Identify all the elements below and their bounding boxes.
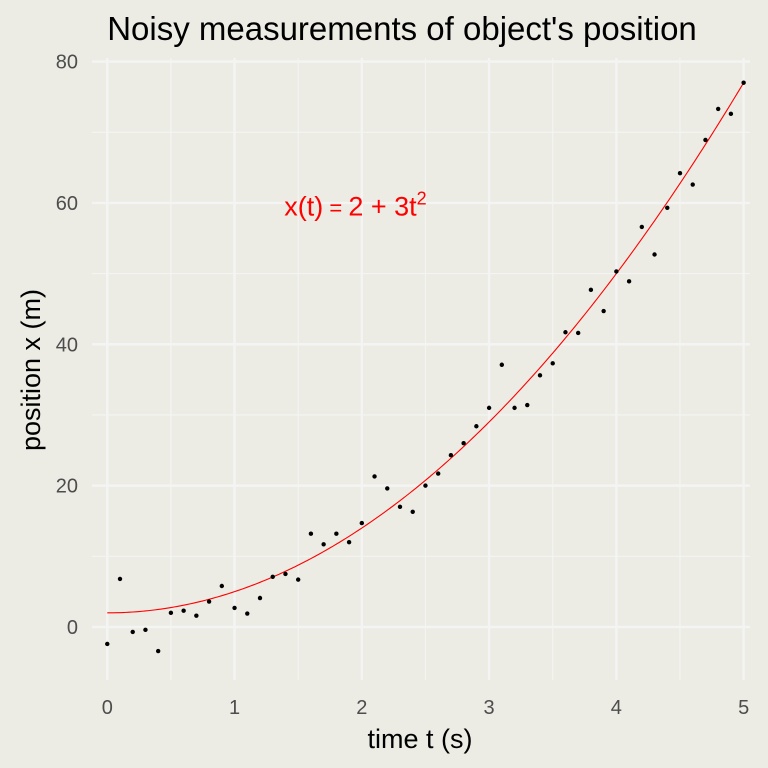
y-tick-label: 60 [56, 193, 78, 215]
data-point [626, 279, 632, 284]
data-point [486, 405, 492, 411]
x-tick-label: 3 [484, 697, 495, 719]
data-point [346, 539, 352, 545]
data-point [435, 471, 441, 476]
y-tick-label: 80 [56, 52, 78, 74]
data-point [550, 361, 555, 366]
equation-equals: = [323, 195, 348, 220]
data-point [397, 504, 403, 510]
data-point [715, 106, 721, 112]
x-axis-title: time t (s) [368, 724, 473, 754]
data-point [155, 648, 161, 654]
data-point [385, 486, 390, 491]
y-tick-label: 20 [56, 476, 78, 498]
data-point [257, 595, 263, 601]
data-point [512, 405, 517, 411]
y-tick-label: 40 [56, 334, 78, 356]
data-point [283, 571, 288, 577]
data-point [677, 171, 683, 176]
data-point [703, 137, 708, 143]
data-point [601, 308, 606, 314]
grid [92, 58, 750, 680]
data-point [537, 373, 543, 378]
data-point [308, 531, 314, 536]
data-points [105, 80, 746, 654]
data-point [334, 531, 339, 536]
x-tick-label: 2 [356, 697, 367, 719]
data-point [461, 441, 466, 446]
data-point [232, 605, 237, 611]
data-point [652, 252, 657, 257]
data-point [614, 269, 619, 274]
equation-annotation: x(t) = 2 + 3t2 [284, 188, 426, 221]
data-point [117, 576, 123, 582]
y-tick-label: 0 [67, 617, 78, 639]
data-point [525, 402, 530, 408]
data-point [194, 613, 199, 618]
data-point [499, 362, 505, 367]
x-tick-label: 0 [102, 697, 113, 719]
data-point [372, 474, 377, 479]
data-point [206, 599, 212, 604]
data-point [575, 330, 581, 336]
x-tick-label: 1 [229, 697, 240, 719]
equation-exponent: 2 [417, 188, 427, 208]
data-point [270, 574, 275, 580]
data-point [359, 520, 365, 526]
x-tick-label: 4 [611, 697, 622, 719]
data-point [219, 583, 225, 589]
data-point [474, 424, 479, 429]
data-point [130, 629, 135, 635]
data-point [410, 509, 415, 514]
data-point [639, 224, 645, 230]
tick-labels: 0 1 2 3 4 5 0 20 40 60 80 [56, 52, 749, 719]
data-point [143, 627, 148, 633]
x-tick-label: 5 [738, 697, 749, 719]
data-point [448, 453, 454, 458]
equation-text: x(t) = 2 + 3t2 [284, 188, 426, 221]
equation-lhs: x(t) [284, 191, 323, 221]
chart-title: Noisy measurements of object's position [107, 10, 697, 47]
data-point [181, 608, 186, 613]
data-point [588, 287, 594, 293]
y-axis-title: position x (m) [16, 289, 46, 451]
fit-curve [107, 82, 745, 614]
data-point [728, 111, 734, 117]
data-point [168, 610, 174, 616]
data-point [105, 641, 110, 647]
data-point [245, 611, 250, 616]
data-point [665, 205, 670, 211]
data-point [295, 577, 301, 582]
data-point [321, 542, 326, 547]
data-point [563, 330, 568, 335]
data-point [741, 80, 746, 85]
data-point [423, 483, 428, 488]
equation-rhs: 2 + 3t [348, 191, 417, 221]
data-point [690, 182, 695, 187]
